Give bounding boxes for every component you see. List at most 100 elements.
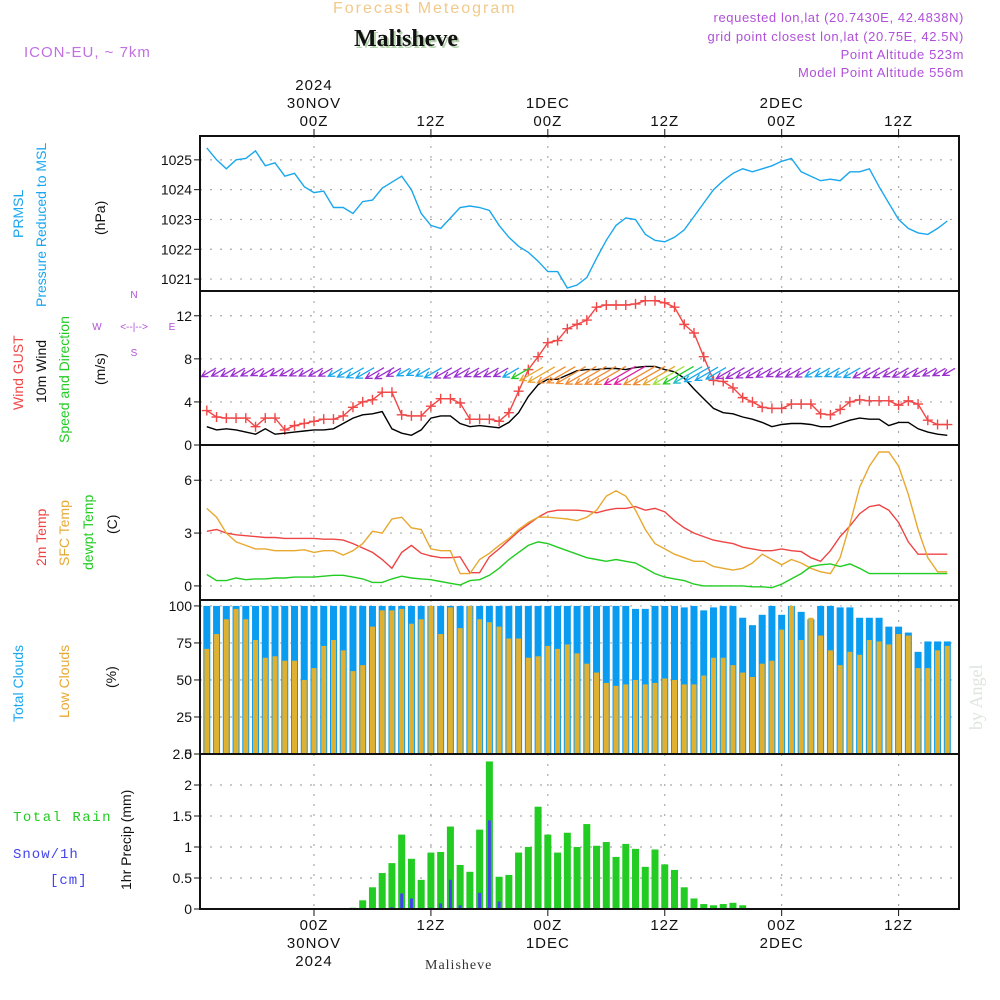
precip-bar-rain — [563, 832, 571, 909]
wind-direction-arrow — [298, 367, 314, 377]
gust-marker — [874, 395, 885, 406]
wind-direction-arrow — [423, 367, 443, 379]
x-tick-label-bottom: 12Z — [884, 917, 913, 934]
x-tick-label-bottom: 00Z — [533, 917, 562, 934]
clouds-bar-low_clouds — [321, 645, 327, 754]
gust-marker — [542, 337, 553, 348]
gust-marker — [688, 328, 699, 338]
panel-clouds — [194, 599, 960, 755]
wind-direction-arrow — [613, 365, 646, 385]
wind-direction-arrow — [823, 367, 840, 378]
gust-marker — [669, 302, 680, 313]
x-tick-label-top: 00Z — [533, 113, 562, 130]
x-tick-label-bottom: 12Z — [650, 917, 679, 934]
panel-wind — [194, 290, 960, 446]
clouds-bar-low_clouds — [253, 639, 259, 754]
gust-marker — [396, 409, 407, 420]
clouds-bar-low_clouds — [369, 626, 375, 754]
wind-direction-arrow — [453, 367, 471, 378]
precip-bar-rain — [495, 876, 503, 909]
model-label: ICON-EU, ~ 7km — [24, 44, 151, 61]
wind-direction-arrow — [249, 367, 264, 377]
clouds-bar-low_clouds — [243, 619, 249, 754]
wind-direction-arrow — [931, 367, 946, 377]
clouds-bar-low_clouds — [671, 679, 677, 754]
wind-direction-arrow — [574, 365, 607, 385]
gust-marker — [659, 297, 670, 308]
compass-w: W — [92, 322, 102, 333]
gust-marker — [455, 398, 466, 408]
clouds-bar-low_clouds — [340, 650, 346, 754]
temperature-line-dewpoint — [206, 541, 948, 589]
clouds-bar-low_clouds — [584, 663, 590, 754]
gust-marker — [650, 295, 661, 306]
precip-bar-rain — [651, 849, 659, 909]
gust-marker — [942, 419, 953, 430]
gust-marker — [727, 382, 738, 393]
precip-bar-rain — [388, 863, 396, 909]
panel-precip — [194, 753, 960, 910]
gust-marker — [757, 402, 768, 413]
gust-marker — [289, 420, 300, 431]
clouds-bar-low_clouds — [399, 608, 405, 754]
clouds-bar-total_clouds — [602, 605, 610, 754]
clouds-bar-low_clouds — [564, 644, 570, 754]
wind-direction-arrow — [755, 367, 773, 378]
y-tick-label: 0 — [184, 437, 192, 453]
gust-marker — [484, 414, 495, 425]
x-tick-label-top: 12Z — [884, 113, 913, 130]
precip-bar-snow — [458, 905, 462, 909]
gust-marker — [922, 415, 933, 426]
x-tick-label-bottom: 1DEC — [526, 935, 570, 952]
clouds-bar-low_clouds — [788, 605, 794, 754]
wind-direction-arrow — [518, 366, 544, 382]
clouds-bar-low_clouds — [944, 645, 950, 754]
wind-direction-arrow — [364, 367, 385, 379]
clouds-bar-low_clouds — [428, 605, 434, 754]
clouds-bar-total_clouds — [622, 605, 630, 754]
precip-bar-rain — [680, 887, 688, 909]
clouds-bar-low_clouds — [798, 639, 804, 754]
clouds-bar-low_clouds — [496, 626, 502, 754]
x-tick-label-bottom: 00Z — [300, 917, 329, 934]
clouds-bar-low_clouds — [603, 682, 609, 754]
wind-direction-arrow — [715, 367, 736, 380]
gust-marker — [864, 395, 875, 406]
clouds-bar-total_clouds — [612, 605, 620, 754]
gust-marker — [776, 403, 787, 414]
clouds-bar-low_clouds — [701, 675, 707, 754]
precip-bar-rain — [583, 824, 591, 909]
wind-direction-arrow — [861, 367, 881, 379]
wind-direction-arrow — [432, 367, 453, 379]
clouds-bar-low_clouds — [740, 672, 746, 754]
clouds-bar-low_clouds — [837, 665, 843, 754]
wind-direction-arrow — [442, 367, 462, 379]
precip-bar-snow — [497, 901, 501, 909]
y-tick-label: 1024 — [161, 182, 192, 198]
grid-point-coords: grid point closest lon,lat (20.75E, 42.5… — [707, 29, 964, 44]
wind-direction-arrow — [395, 367, 411, 377]
wind-direction-arrow — [510, 367, 531, 380]
clouds-bar-low_clouds — [389, 610, 395, 754]
gust-marker — [581, 315, 592, 326]
precip-bar-rain — [593, 845, 601, 909]
wind-direction-arrow — [269, 367, 284, 377]
clouds-bar-low_clouds — [223, 619, 229, 754]
clouds-bar-low_clouds — [438, 634, 444, 754]
precip-bar-rain — [641, 866, 649, 909]
wind-direction-arrow — [794, 367, 812, 378]
wind-direction-arrow — [632, 365, 666, 386]
wind-direction-arrow — [219, 367, 236, 377]
precip-bar-snow — [487, 820, 491, 909]
precip-bar-rain — [554, 852, 562, 909]
clouds-bar-low_clouds — [681, 684, 687, 754]
precip-bar-rain — [378, 873, 386, 909]
wind-direction-arrow — [593, 365, 627, 385]
y-tick-label: 1023 — [161, 211, 192, 227]
gust-marker — [406, 410, 417, 421]
gust-marker — [640, 295, 651, 306]
gust-marker — [698, 351, 709, 362]
wind-direction-arrow — [642, 365, 676, 386]
wind-direction-arrow — [704, 366, 727, 380]
gust-marker — [611, 300, 622, 310]
